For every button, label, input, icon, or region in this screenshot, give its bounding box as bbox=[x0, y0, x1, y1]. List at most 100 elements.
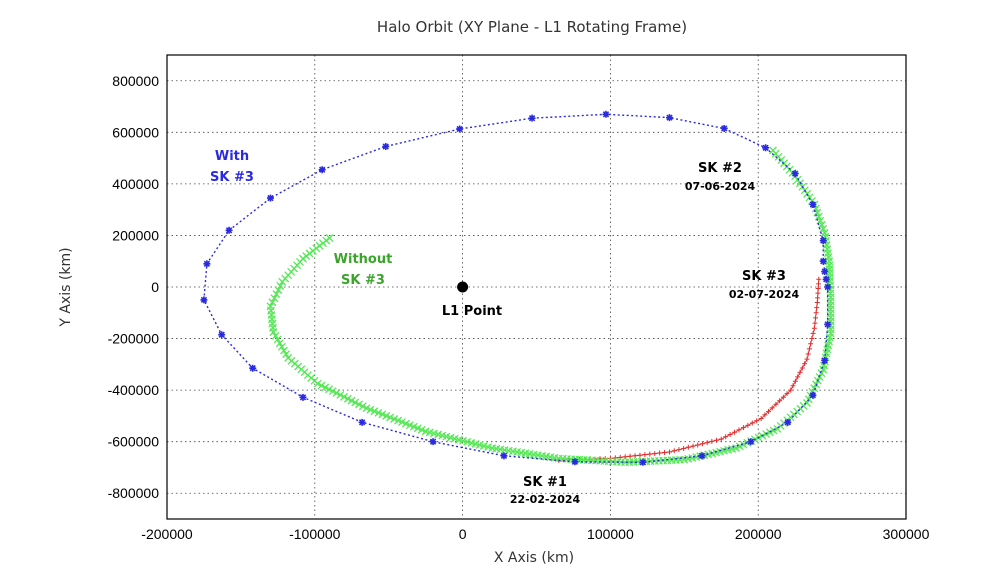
series-sk3-burn-point-10 bbox=[811, 325, 817, 331]
series-sk3-burn-point-59 bbox=[627, 453, 633, 459]
series-with-point-22 bbox=[358, 418, 366, 426]
series-sk3-burn-point-2 bbox=[815, 286, 821, 292]
series-sk3-burn-point-35 bbox=[740, 425, 746, 431]
series-with-point-18 bbox=[200, 296, 208, 304]
series-sk3-burn-point-50 bbox=[671, 448, 677, 454]
series-sk3-burn-point-39 bbox=[723, 434, 729, 440]
series-sk3-burn-point-40 bbox=[718, 436, 724, 442]
series-sk3-burn-point-52 bbox=[662, 450, 668, 456]
series-sk3-burn-point-30 bbox=[762, 412, 768, 418]
series-with-point-12 bbox=[456, 125, 464, 133]
series-sk3-burn-point-29 bbox=[766, 408, 772, 414]
series-without-point-46 bbox=[325, 385, 333, 394]
plot-frame bbox=[166, 54, 907, 520]
x-tick-label: 0 bbox=[459, 526, 467, 542]
x-axis-label: X Axis (km) bbox=[494, 550, 574, 566]
series-with-point-6 bbox=[791, 170, 799, 178]
series-with-point-19 bbox=[218, 331, 226, 339]
series-sk3-burn-point-17 bbox=[802, 361, 808, 367]
series-sk3-burn-point-1 bbox=[816, 281, 822, 287]
x-tick-label: -200000 bbox=[141, 526, 193, 542]
series-without-point-19 bbox=[270, 294, 279, 303]
series-without-point-20 bbox=[268, 298, 277, 307]
y-tick-label: -800000 bbox=[108, 485, 160, 501]
series-without-point-49 bbox=[336, 391, 345, 399]
series-sk3-burn-point-49 bbox=[676, 447, 682, 453]
series-with-point-29 bbox=[784, 418, 792, 426]
grid-lines bbox=[167, 55, 906, 519]
y-tick-label: -400000 bbox=[108, 382, 160, 398]
series-with-point-5 bbox=[809, 201, 817, 209]
y-tick-label: -600000 bbox=[108, 434, 160, 450]
series-sk3-burn-point-46 bbox=[690, 443, 696, 449]
series-sk3-burn-point-24 bbox=[784, 391, 790, 397]
series-sk3-burn-point-7 bbox=[813, 310, 819, 316]
y-tick-label: -200000 bbox=[108, 331, 160, 347]
series-sk3-burn-point-41 bbox=[714, 437, 720, 443]
series-sk3-burn-point-37 bbox=[732, 429, 738, 435]
series-with-point-15 bbox=[266, 194, 274, 202]
series-sk3-burn-point-36 bbox=[736, 427, 742, 433]
series-sk3-burn-point-27 bbox=[773, 401, 779, 407]
series-with-point-17 bbox=[203, 260, 211, 268]
x-tick-label: -100000 bbox=[289, 526, 341, 542]
series-with-point-11 bbox=[528, 114, 536, 122]
series-without-point-33 bbox=[282, 350, 291, 359]
series-sk3-burn-line bbox=[558, 279, 820, 461]
series-with-point-21 bbox=[299, 393, 307, 401]
annotation-sk3: SK #3 bbox=[742, 269, 786, 284]
series-without-point-45 bbox=[321, 383, 330, 392]
x-tick-label: 300000 bbox=[883, 526, 930, 542]
series-with bbox=[200, 110, 832, 466]
series-sk3-burn-point-21 bbox=[792, 378, 798, 384]
series-without-point-15 bbox=[278, 277, 287, 286]
series-sk3-burn-point-44 bbox=[699, 441, 705, 447]
annotation-sk2-date: 07-06-2024 bbox=[685, 180, 756, 193]
series-with-point-13 bbox=[382, 143, 390, 151]
series-without-line bbox=[269, 150, 832, 463]
series-sk3-burn-point-8 bbox=[813, 315, 819, 321]
series-without-point-51 bbox=[343, 394, 352, 403]
series-sk3-burn-point-53 bbox=[657, 450, 663, 456]
series-sk3-burn-point-16 bbox=[804, 356, 810, 362]
series-with-point-10 bbox=[602, 110, 610, 118]
series-without-point-32 bbox=[280, 346, 288, 355]
series-sk3-burn-point-58 bbox=[632, 453, 638, 459]
series-sk3-burn-point-38 bbox=[727, 432, 733, 438]
series-sk3_burn bbox=[556, 276, 822, 463]
series-sk3-burn-point-47 bbox=[685, 444, 691, 450]
series-with-point-2 bbox=[821, 268, 829, 276]
series-sk3-burn-point-56 bbox=[642, 452, 648, 458]
tick-labels: -200000 -100000 0 100000 200000 300000 -800000… bbox=[108, 73, 930, 542]
series-without-point-29 bbox=[273, 335, 282, 344]
series-sk3-burn-point-25 bbox=[780, 394, 786, 400]
series-sk3-burn-point-34 bbox=[745, 422, 751, 428]
series-sk3-burn-point-20 bbox=[795, 374, 801, 380]
series-with-point-26 bbox=[639, 458, 647, 466]
series-without-point-55 bbox=[358, 402, 367, 411]
series-sk3-burn-point-42 bbox=[709, 438, 715, 444]
series-with-point-31 bbox=[821, 356, 829, 364]
series-sk3-burn-point-45 bbox=[695, 442, 701, 448]
series-sk3-burn-point-22 bbox=[790, 383, 796, 389]
series-without-point-54 bbox=[355, 400, 363, 409]
series-sk3-burn-point-32 bbox=[754, 418, 760, 424]
series-sk3-burn-point-48 bbox=[681, 445, 687, 451]
y-axis-label: Y Axis (km) bbox=[58, 247, 74, 327]
y-tick-label: 200000 bbox=[112, 227, 159, 243]
series-without-point-28 bbox=[271, 331, 280, 340]
series-sk3-burn-point-14 bbox=[806, 346, 812, 352]
series-with-point-23 bbox=[429, 438, 437, 446]
series-without-point-43 bbox=[313, 379, 322, 388]
series-without-point-48 bbox=[332, 389, 341, 398]
x-tick-label: 200000 bbox=[735, 526, 782, 542]
series-with-point-20 bbox=[249, 364, 257, 372]
series-sk3-burn-point-4 bbox=[815, 295, 821, 301]
series-sk3-burn-point-15 bbox=[805, 351, 811, 357]
series-with-point-1 bbox=[822, 275, 830, 283]
series-sk3-burn-point-11 bbox=[810, 330, 816, 336]
annotation-without-line1: Without bbox=[334, 252, 393, 267]
series-sk3-burn-point-5 bbox=[814, 299, 820, 305]
series-with-point-9 bbox=[666, 114, 674, 122]
annotation-sk3-date: 02-07-2024 bbox=[729, 288, 800, 301]
